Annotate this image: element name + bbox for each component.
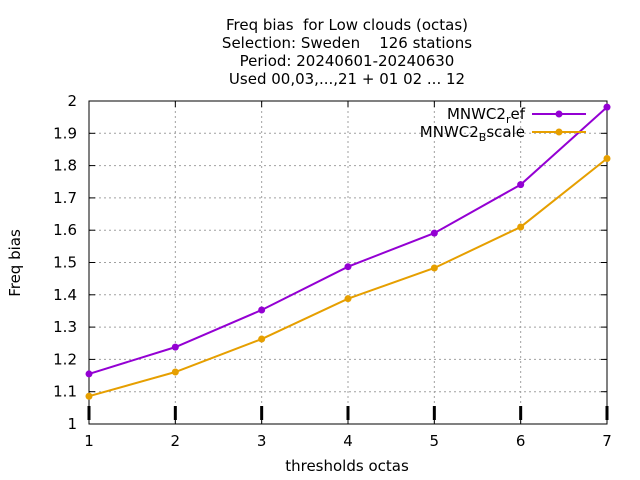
- y-tick-label: 2: [67, 92, 77, 110]
- chart-title-line-2: Selection: Sweden 126 stations: [221, 34, 473, 52]
- data-point: [344, 263, 352, 271]
- x-tick-label: 1: [84, 432, 94, 450]
- data-point: [258, 335, 266, 343]
- x-tick-label: 6: [516, 432, 526, 450]
- y-tick-label: 1.3: [53, 318, 77, 336]
- series-2: [85, 154, 611, 400]
- legend-entry-1: MNWC2ref: [447, 105, 586, 126]
- x-tick-label: 3: [257, 432, 267, 450]
- data-point: [603, 154, 611, 162]
- y-tick-label: 1.7: [53, 189, 77, 207]
- data-point: [603, 103, 611, 111]
- legend-label: MNWC2ref: [447, 105, 526, 126]
- data-point: [85, 370, 93, 378]
- grid: [89, 101, 607, 424]
- legend-marker: [555, 128, 563, 136]
- legend-entry-2: MNWC2Bscale: [420, 123, 586, 144]
- data-point: [430, 229, 438, 237]
- data-point: [171, 368, 179, 376]
- chart-title-line-3: Period: 20240601-20240630: [239, 52, 455, 70]
- data-point: [85, 392, 93, 400]
- data-point: [344, 295, 352, 303]
- x-tick-label: 4: [343, 432, 353, 450]
- legend-label: MNWC2Bscale: [420, 123, 525, 144]
- series-1: [85, 103, 611, 378]
- x-tick-label: 2: [171, 432, 181, 450]
- ticks: 1 1.1 1.2 1.3 1.4 1.5 1.6 1.7 1.8 1.9 2 1 2 3 4 5 6 7: [53, 92, 612, 450]
- data-point: [430, 264, 438, 272]
- x-tick-label: 5: [430, 432, 440, 450]
- y-tick-label: 1.4: [53, 286, 77, 304]
- chart-title-line-4: Used 00,03,...,21 + 01 02 ... 12: [228, 70, 466, 88]
- plot-frame: [88, 100, 608, 425]
- data-point: [258, 306, 266, 314]
- y-tick-label: 1: [67, 415, 77, 433]
- y-tick-label: 1.1: [53, 383, 77, 401]
- data-point: [171, 343, 179, 351]
- chart-title-line-1: Freq bias for Low clouds (octas): [225, 16, 469, 34]
- data-point: [517, 223, 525, 231]
- y-tick-label: 1.5: [53, 254, 77, 272]
- x-axis-label: thresholds octas: [285, 457, 409, 475]
- y-tick-label: 1.6: [53, 221, 77, 239]
- y-tick-label: 1.2: [53, 350, 77, 368]
- y-tick-label: 1.9: [53, 124, 77, 142]
- y-axis-label: Freq bias: [6, 229, 24, 297]
- x-tick-label: 7: [602, 432, 612, 450]
- y-tick-label: 1.8: [53, 157, 77, 175]
- data-point: [517, 181, 525, 189]
- legend-marker: [555, 110, 563, 118]
